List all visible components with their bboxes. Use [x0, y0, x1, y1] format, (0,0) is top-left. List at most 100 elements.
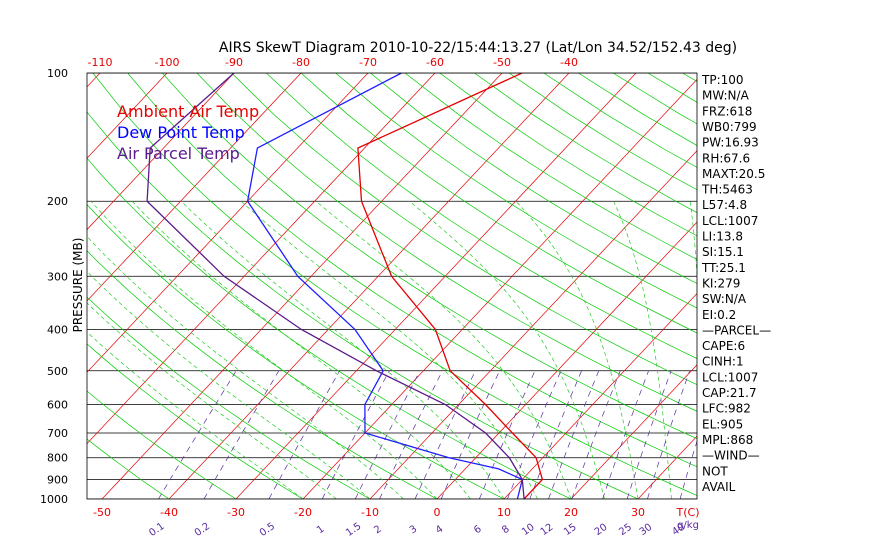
pressure-tick-label: 300	[47, 270, 68, 283]
mixing-ratio-line	[507, 370, 562, 499]
mixing-ratio-tick-label: 15	[562, 522, 579, 538]
series-line-dew-point-temp	[246, 73, 524, 499]
legend: Ambient Air Temp Dew Point Temp Air Parcel…	[117, 102, 259, 163]
mixing-ratio-tick-label: 8	[500, 524, 512, 537]
index-entry: TT:25.1	[701, 261, 746, 275]
mixing-ratio-tick-label: 1	[315, 524, 327, 537]
dry-adiabat-line	[404, 73, 697, 260]
bottom-temp-tick-label: -20	[294, 506, 312, 519]
dry-adiabat-line	[87, 111, 639, 499]
legend-item-air-parcel-temp: Air Parcel Temp	[117, 144, 240, 163]
bottom-temp-tick-label: 0	[434, 506, 441, 519]
index-entry: PW:16.93	[702, 136, 759, 150]
isotherm-line	[369, 150, 697, 499]
mixing-ratio-tick-label: 0.1	[147, 521, 166, 539]
temp-unit-label: T(C)	[676, 506, 700, 519]
mixing-ratio-tick-label: 30	[638, 522, 655, 538]
moist-adiabat-line	[87, 331, 304, 499]
index-entry: LI:13.8	[702, 230, 743, 244]
moist-adiabat-line	[315, 200, 572, 499]
moist-adiabat-line	[515, 200, 639, 499]
mixing-ratio-tick-label: 3	[408, 524, 420, 537]
isotherm-line	[87, 73, 302, 302]
mixing-ratio-line	[440, 370, 500, 499]
pressure-tick-label: 900	[47, 474, 68, 487]
index-entry: KI:279	[702, 276, 740, 290]
mixing-ratio-tick-label: 25	[617, 522, 634, 538]
index-entry: WB0:799	[702, 120, 757, 134]
bottom-temp-tick-label: 20	[564, 506, 578, 519]
mixing-ratio-line	[548, 370, 600, 499]
index-entry: TP:100	[701, 73, 744, 87]
dry-adiabat-line	[87, 438, 170, 499]
top-temp-tick-label: -110	[88, 56, 113, 69]
index-entry: FRZ:618	[702, 104, 752, 118]
pressure-tick-label: 200	[47, 195, 68, 208]
dry-adiabat-line	[231, 73, 697, 386]
series-line-ambient-air-temp	[357, 73, 544, 499]
legend-item-dew-point-temp: Dew Point Temp	[117, 123, 245, 142]
moist-adiabat-line	[90, 200, 438, 499]
index-entry: RH:67.6	[702, 151, 750, 165]
isotherm-line	[570, 364, 697, 499]
top-temp-tick-label: -70	[359, 56, 377, 69]
dry-adiabat-line	[335, 73, 697, 309]
dry-adiabat-line	[87, 390, 237, 499]
mixing-ratio-line	[571, 370, 621, 499]
dry-adiabat-line	[87, 296, 371, 499]
mixing-ratio-tick-label: 2	[372, 524, 384, 537]
pressure-tick-label: 500	[47, 365, 68, 378]
index-entry: L57:4.8	[702, 198, 747, 212]
bottom-temp-tick-label: -10	[361, 506, 379, 519]
index-entry: EL:905	[702, 417, 743, 431]
index-entry: NOT	[702, 464, 728, 478]
mixing-ratio-line	[203, 370, 280, 499]
index-entry: SI:15.1	[702, 245, 744, 259]
dry-adiabat-line	[266, 73, 697, 359]
isotherm-line	[436, 221, 697, 499]
index-entry: LCL:1007	[702, 370, 758, 384]
bottom-temp-tick-label: -40	[160, 506, 178, 519]
moist-adiabat-line	[180, 200, 505, 499]
isotherm-line	[87, 73, 235, 231]
pressure-tick-label: 600	[47, 398, 68, 411]
index-entry: MAXT:20.5	[702, 167, 765, 181]
isotherm-line	[839, 73, 870, 499]
isotherm-line	[168, 73, 570, 499]
mixing-ratio-line	[354, 370, 421, 499]
legend-item-ambient-air-temp: Ambient Air Temp	[117, 102, 259, 121]
moist-adiabat-line	[131, 200, 471, 499]
plot-frame	[86, 72, 698, 500]
mixing-ratio-tick-label: 20	[593, 522, 610, 538]
mixing-ratio-line	[321, 370, 390, 499]
dry-adiabat-line	[752, 73, 870, 499]
isotherm-line	[87, 73, 369, 373]
index-entry: TH:5463	[701, 183, 753, 197]
top-temp-tick-label: -80	[292, 56, 310, 69]
moist-adiabat-line	[240, 200, 538, 499]
pressure-tick-label: 800	[47, 452, 68, 465]
index-entry: MW:N/A	[702, 89, 750, 103]
isotherm-line	[101, 73, 503, 499]
index-entry: —PARCEL—	[702, 323, 771, 337]
isotherm-line	[87, 73, 168, 159]
isotherm-line	[302, 78, 697, 499]
mixing-ratio-line	[268, 370, 340, 499]
dry-adiabat-line	[787, 73, 870, 499]
index-entry: CAPE:6	[702, 339, 745, 353]
dry-adiabat-line	[87, 157, 572, 499]
dry-adiabat-line	[439, 73, 697, 237]
moist-adiabat-line	[409, 200, 605, 499]
dry-adiabat-line	[161, 73, 697, 440]
dry-adiabat-line	[370, 73, 697, 284]
top-temp-tick-label: -50	[493, 56, 511, 69]
mixing-ratio-line	[626, 370, 672, 499]
isotherm-line	[0, 73, 33, 499]
series-layer	[146, 73, 544, 499]
pressure-tick-label: 100	[47, 67, 68, 80]
top-temp-tick-label: -100	[155, 56, 180, 69]
index-entry: —WIND—	[702, 449, 760, 463]
mixing-ratio-tick-label: 0.5	[258, 521, 277, 539]
